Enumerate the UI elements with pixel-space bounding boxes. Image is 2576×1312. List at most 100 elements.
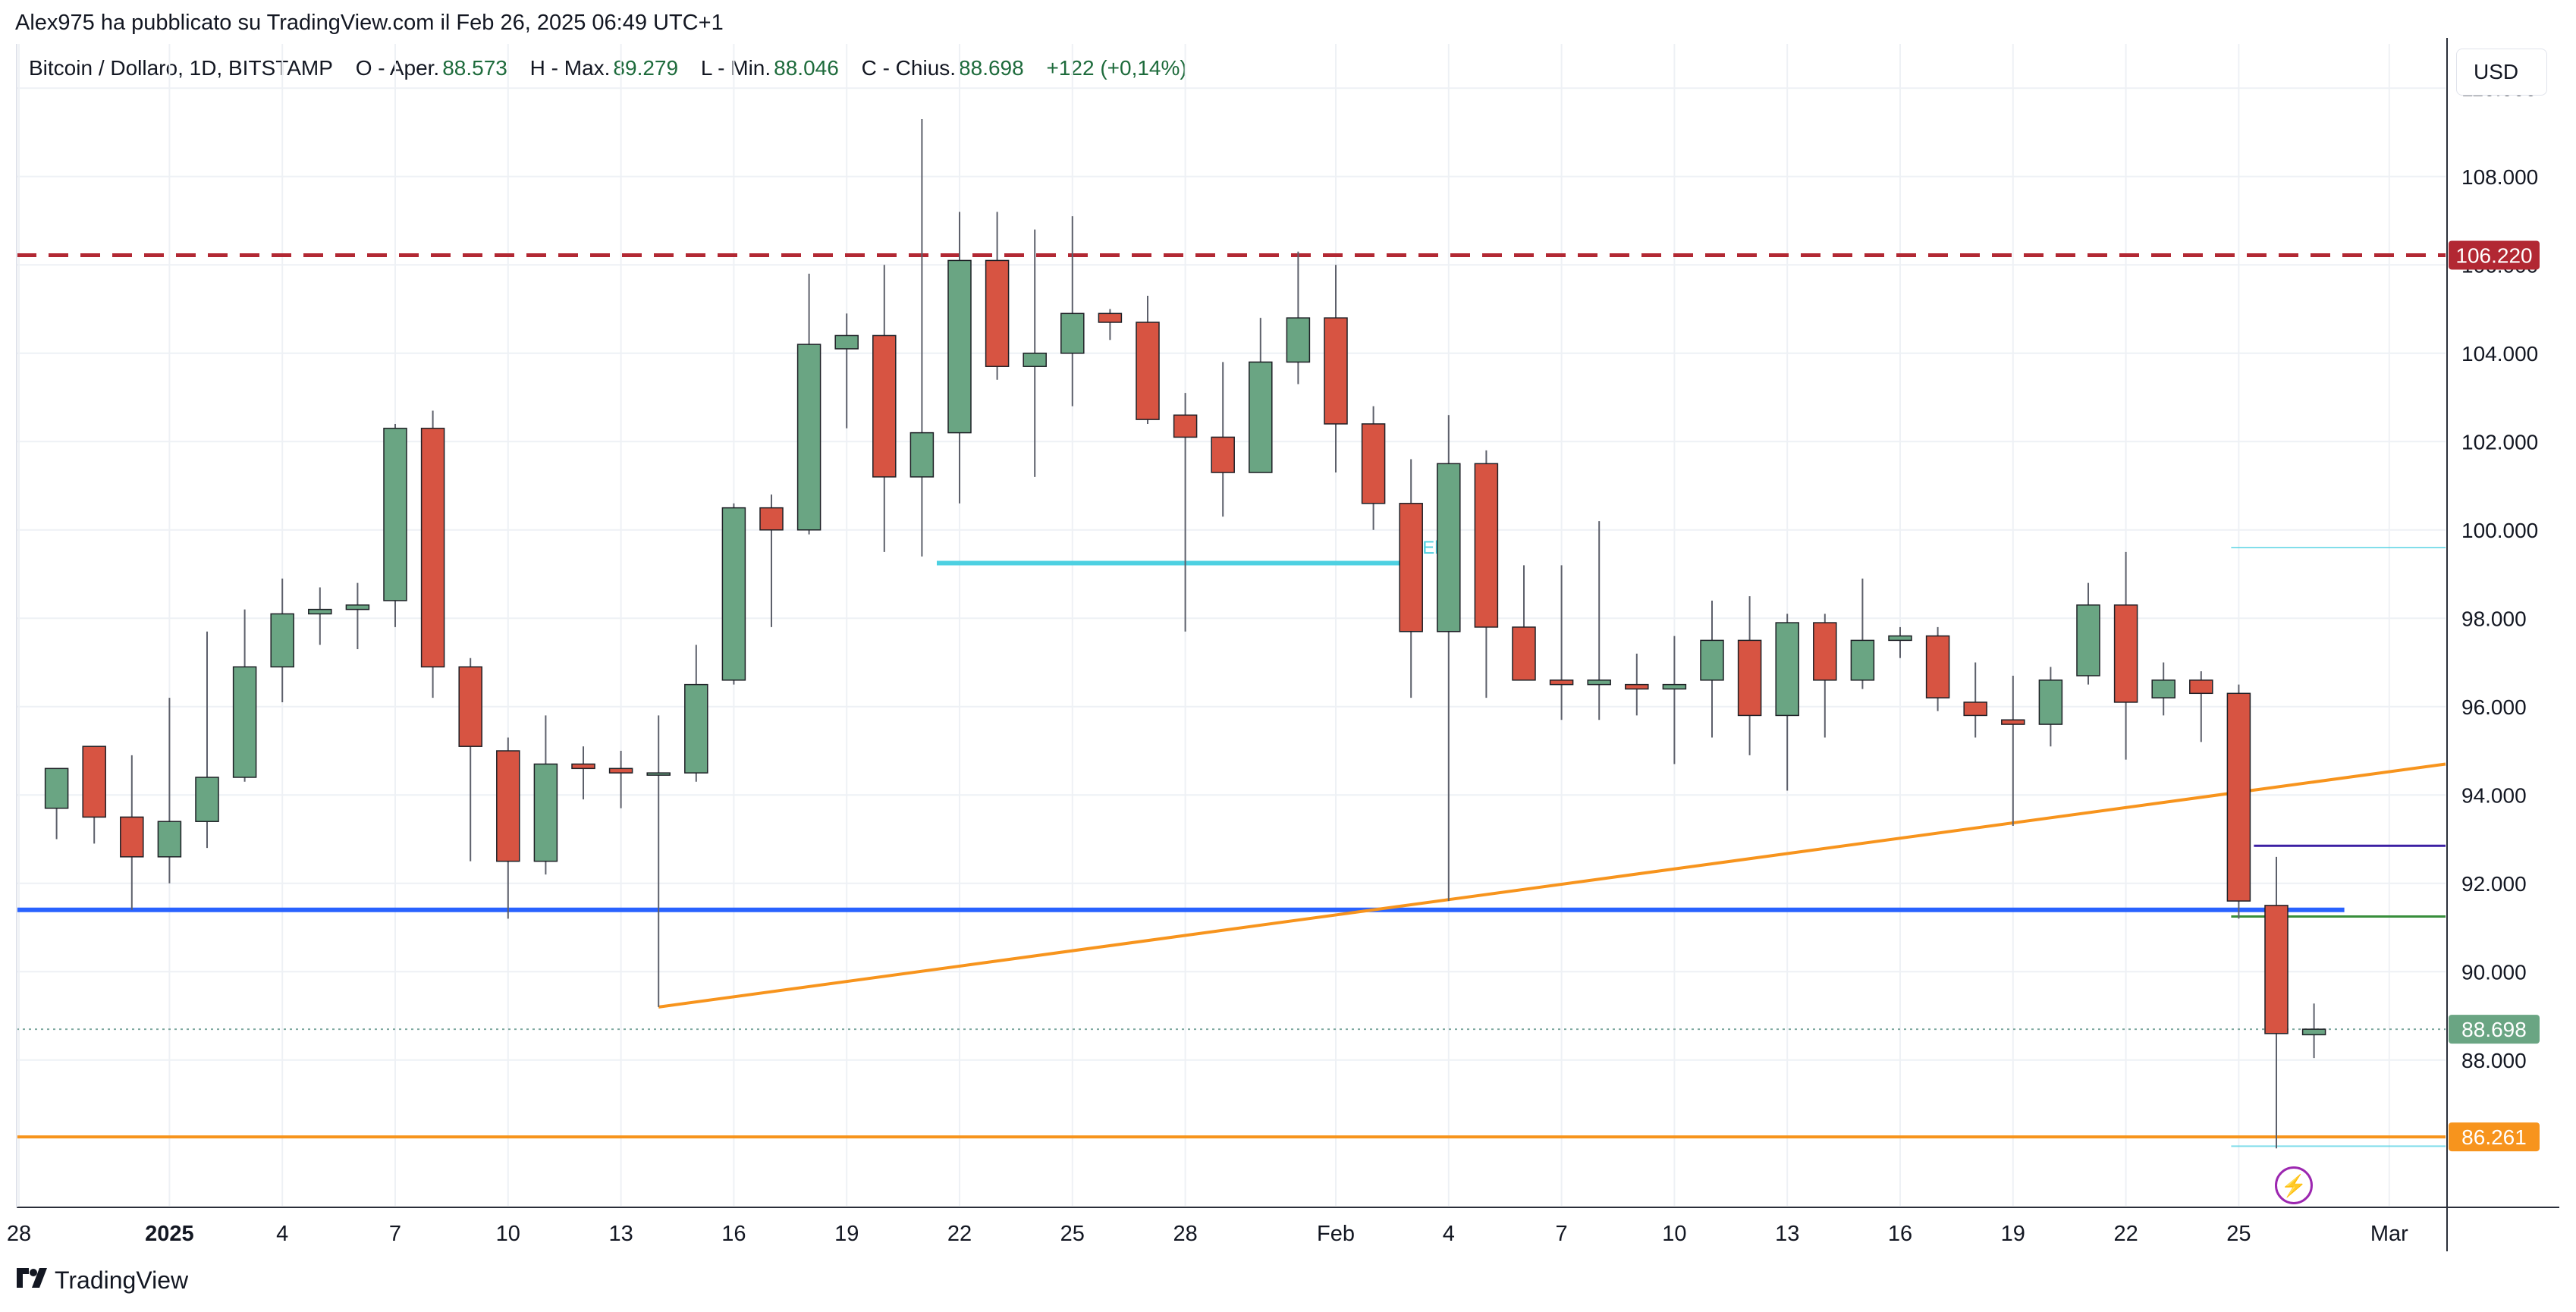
x-tick-label: 22 [947,1222,972,1246]
candle [2113,551,2138,760]
orange-trendline [658,762,2446,1009]
candle-body [1625,683,1649,690]
y-tick-label: 100.000 [2461,519,2538,542]
x-tick-label: 13 [1775,1222,1799,1246]
legend-open-label: O - Aper. [355,56,440,80]
candle [383,423,407,627]
candlestick-series [44,119,2326,1149]
candle [1098,309,1123,341]
candle [533,715,558,875]
candle [1361,406,1386,530]
legend-close-label: C - Chius. [861,56,957,80]
y-tick-label: 94.000 [2461,783,2527,807]
y-tick-label: 96.000 [2461,695,2527,719]
candle-body [2113,604,2138,703]
candle-body [985,259,1010,367]
tradingview-logo-icon [17,1267,47,1294]
candle [420,410,445,698]
candle [759,494,784,627]
candle [1963,662,1987,738]
y-tick-label: 88.000 [2461,1049,2527,1072]
x-tick-label: 4 [1443,1222,1455,1246]
candle-body [420,428,445,668]
candle [1324,265,1348,473]
resistance-price-label-bg [2449,240,2540,270]
x-tick-label: Mar [2370,1222,2408,1246]
legend-high-value: 89.279 [613,56,679,80]
candle [834,313,859,428]
candle-body [232,666,257,778]
candle-body [2076,604,2100,676]
candle [571,746,595,800]
candle [496,737,520,919]
candle-body [496,750,520,862]
candle [1850,578,1875,689]
candle [2226,684,2251,919]
y-tick-label: 108.000 [2461,165,2538,189]
legend-open-value: 88.573 [442,56,507,80]
candle [1286,251,1311,384]
candle-body [2038,680,2063,725]
currency-button[interactable]: USD [2456,49,2547,96]
candle-body [909,432,935,478]
lightning-icon[interactable]: ⚡ [2275,1166,2313,1204]
candle [270,578,294,702]
candle [458,658,482,862]
resistance-price-label: 106.220 [2455,243,2532,267]
legend-close-value: 88.698 [959,56,1024,80]
candle-body [1775,622,1799,717]
x-tick-label: 16 [1888,1222,1912,1246]
candle-body [1249,361,1273,473]
candle [2264,856,2289,1149]
candle [1512,565,1536,681]
candle-body [157,821,182,858]
candle-body [834,334,859,350]
x-tick-label: 7 [1556,1222,1568,1246]
candle [985,212,1010,380]
candle-body [1737,639,1762,717]
y-tick-label: 92.000 [2461,872,2527,896]
chart-drawings: Eli [17,253,2446,1147]
candle [1399,459,1423,698]
candle-body [1662,683,1687,690]
candle [1474,450,1499,698]
candle-body [1286,317,1311,363]
candle-body [195,777,219,822]
y-tick-label: 90.000 [2461,960,2527,984]
x-tick-label: 7 [389,1222,401,1246]
x-tick-label: 19 [834,1222,859,1246]
candle-body [308,608,332,615]
candle [120,755,144,910]
x-tick-label: 4 [276,1222,288,1246]
candle-body [1098,312,1123,323]
candle [195,631,219,849]
x-tick-label: Feb [1317,1222,1355,1246]
candle-body [1060,312,1085,354]
support-price-label-bg [2449,1122,2540,1152]
candle [1700,600,1724,738]
candle [1023,229,1047,477]
x-tick-label: 10 [496,1222,520,1246]
x-tick-label: 22 [2113,1222,2138,1246]
candle [2189,671,2213,742]
candle [1437,415,1461,902]
candle-body [270,613,294,668]
candle [308,587,332,645]
candle-body [796,344,821,531]
candle-body [2189,680,2213,695]
legend-low-label: L - Min. [700,56,771,80]
candle-body [684,683,708,774]
candle [1549,565,1574,720]
candle-body [1324,317,1348,425]
published-line: Alex975 ha pubblicato su TradingView.com… [15,11,724,35]
x-tick-label: 10 [1662,1222,1686,1246]
chart-axes: 88.000 90.000 92.000 94.000 96.000 98.000 100.… [7,38,2559,1251]
candle [345,582,370,650]
candle-body [120,816,144,858]
x-tick-label: 28 [1173,1222,1197,1246]
candle-body [44,767,69,809]
candle-body [1136,322,1160,420]
legend-low-value: 88.046 [774,56,839,80]
candle-body [1850,639,1875,681]
